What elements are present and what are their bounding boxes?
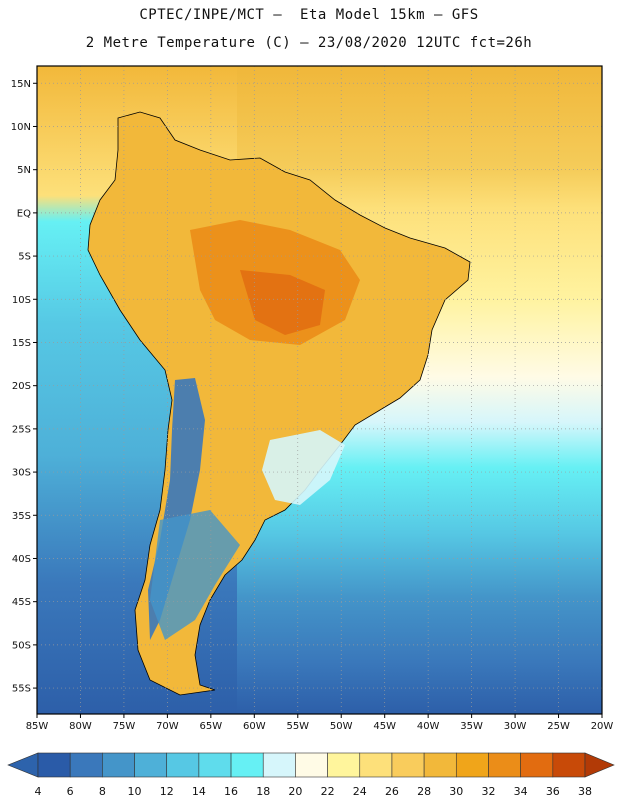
chart-title-line2: 2 Metre Temperature (C) – 23/08/2020 12U… (85, 35, 533, 51)
lat-tick-label: 10S (12, 295, 31, 306)
lat-tick-label: 30S (12, 468, 31, 479)
colorbar-label: 18 (256, 785, 270, 798)
colorbar-swatch (327, 752, 361, 778)
lat-tick-label: 15S (12, 338, 31, 349)
colorbar-label: 8 (99, 785, 106, 798)
colorbar-label: 34 (514, 785, 528, 798)
lon-tick-label: 35W (460, 721, 483, 732)
colorbar-over-arrow (584, 752, 615, 778)
colorbar-label: 10 (128, 785, 142, 798)
lon-tick-label: 75W (113, 721, 136, 732)
colorbar-label: 4 (35, 785, 42, 798)
colorbar-swatch (166, 752, 200, 778)
latitude-labels: 15N 10N 5N EQ 5S 10S 15S 20S 25S 30S 35S 40S 45S 50S 5… (11, 79, 37, 695)
colorbar-swatch (295, 752, 328, 778)
colorbar-label: 16 (224, 785, 238, 798)
colorbar-swatch (134, 752, 168, 778)
colorbar-swatch (520, 752, 554, 778)
colorbar-swatch (37, 752, 71, 778)
colorbar-label: 26 (385, 785, 399, 798)
lat-tick-label: 40S (12, 554, 31, 565)
colorbar: 4 6 8 10 12 14 16 18 20 22 24 26 28 30 32 34 36 38 (7, 752, 615, 798)
colorbar-swatch (552, 752, 586, 778)
colorbar-swatch (488, 752, 521, 778)
colorbar-label: 12 (160, 785, 174, 798)
lon-tick-label: 70W (156, 721, 179, 732)
colorbar-swatch (230, 752, 264, 778)
lat-tick-label: 5N (17, 165, 31, 176)
colorbar-swatch (455, 752, 489, 778)
colorbar-swatch (102, 752, 135, 778)
lon-tick-label: 40W (417, 721, 440, 732)
lon-tick-label: 80W (69, 721, 92, 732)
colorbar-label: 32 (481, 785, 495, 798)
colorbar-swatch (198, 752, 232, 778)
lat-tick-label: 25S (12, 424, 31, 435)
temperature-field (37, 66, 602, 714)
colorbar-swatch (69, 752, 103, 778)
colorbar-label: 6 (67, 785, 74, 798)
lat-tick-label: 50S (12, 640, 31, 651)
lat-tick-label: 55S (12, 684, 31, 695)
lon-tick-label: 85W (26, 721, 49, 732)
longitude-labels: 85W 80W 75W 70W 65W 60W 55W 50W 45W 40W 35W 30W 25W 2… (26, 714, 614, 732)
colorbar-label: 24 (353, 785, 367, 798)
colorbar-under-arrow (7, 752, 39, 778)
lat-tick-label: 10N (11, 122, 31, 133)
lon-tick-label: 30W (504, 721, 527, 732)
colorbar-label: 36 (546, 785, 560, 798)
lat-tick-label: 35S (12, 511, 31, 522)
colorbar-label: 38 (578, 785, 592, 798)
southern-land-cool (262, 430, 345, 505)
colorbar-label: 14 (192, 785, 206, 798)
colorbar-label: 28 (417, 785, 431, 798)
lon-tick-label: 55W (286, 721, 309, 732)
colorbar-swatch (423, 752, 457, 778)
lat-tick-label: 15N (11, 79, 31, 90)
lon-tick-label: 60W (243, 721, 266, 732)
chart-title-line1: CPTEC/INPE/MCT – Eta Model 15km – GFS (139, 7, 479, 23)
colorbar-swatch (359, 752, 393, 778)
colorbar-label: 22 (321, 785, 335, 798)
lon-tick-label: 20W (591, 721, 614, 732)
plot-frame (36, 65, 603, 715)
patagonia-cold (150, 510, 240, 640)
colorbar-label: 30 (449, 785, 463, 798)
lat-tick-label: EQ (17, 208, 31, 219)
colorbar-swatch (262, 752, 296, 778)
graticule (36, 66, 603, 714)
colorbar-label: 20 (288, 785, 302, 798)
lat-tick-label: 20S (12, 381, 31, 392)
colorbar-swatch (391, 752, 425, 778)
lon-tick-label: 50W (330, 721, 353, 732)
lon-tick-label: 65W (200, 721, 223, 732)
lon-tick-label: 45W (373, 721, 396, 732)
hottest-core (240, 270, 325, 335)
lat-tick-label: 45S (12, 597, 31, 608)
lon-tick-label: 25W (547, 721, 570, 732)
lat-tick-label: 5S (18, 252, 31, 263)
